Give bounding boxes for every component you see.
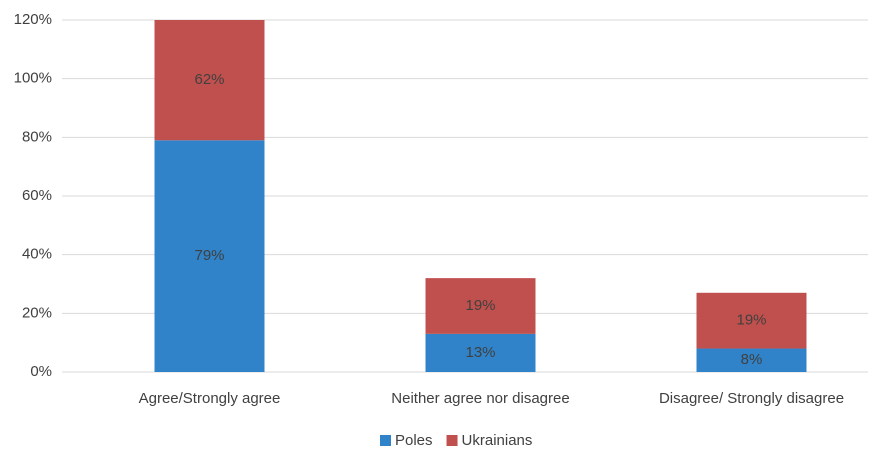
legend-swatch bbox=[446, 435, 458, 446]
data-label: 62% bbox=[194, 71, 224, 88]
y-tick-label: 40% bbox=[22, 246, 52, 263]
y-tick-label: 0% bbox=[30, 363, 52, 380]
legend-label: Poles bbox=[395, 432, 433, 449]
bar-segment bbox=[154, 20, 265, 141]
data-label: 79% bbox=[194, 247, 224, 264]
bars bbox=[154, 20, 807, 372]
bar-segment bbox=[425, 333, 536, 372]
bar-segment bbox=[154, 140, 265, 372]
bar-segment bbox=[696, 292, 807, 349]
x-tick-label: Agree/Strongly agree bbox=[139, 390, 281, 407]
labels: 0% 20% 40% 60% 80% 100% 120% Agree/Strongly agr… bbox=[14, 11, 844, 449]
y-tick-label: 120% bbox=[14, 11, 52, 28]
data-label: 8% bbox=[741, 351, 763, 368]
y-tick-label: 20% bbox=[22, 304, 52, 321]
x-tick-label: Neither agree nor disagree bbox=[391, 390, 569, 407]
bar-segment bbox=[425, 278, 536, 334]
x-tick-label: Disagree/ Strongly disagree bbox=[659, 390, 844, 407]
data-label: 19% bbox=[736, 312, 766, 329]
y-tick-label: 100% bbox=[14, 70, 52, 87]
bar-segment bbox=[696, 348, 807, 372]
data-label: 19% bbox=[465, 297, 495, 314]
legend-swatch bbox=[380, 435, 391, 446]
y-tick-label: 60% bbox=[22, 187, 52, 204]
y-tick-label: 80% bbox=[22, 128, 52, 145]
legend-label: Ukrainians bbox=[462, 432, 533, 449]
data-label: 13% bbox=[465, 344, 495, 361]
